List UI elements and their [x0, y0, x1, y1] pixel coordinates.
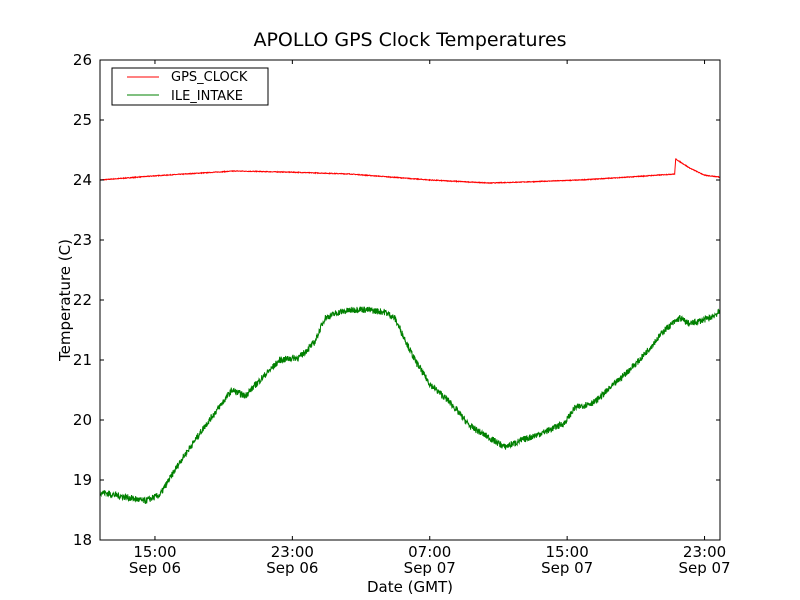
y-tick-label: 25: [73, 111, 92, 129]
x-tick-label-date: Sep 07: [541, 559, 593, 577]
y-tick-label: 23: [73, 231, 92, 249]
y-tick-label: 24: [73, 171, 92, 189]
y-tick-label: 19: [73, 471, 92, 489]
legend-label-gps-clock: GPS_CLOCK: [171, 70, 248, 85]
y-tick-label: 26: [73, 51, 92, 69]
y-tick-label: 21: [73, 351, 92, 369]
x-tick-label-date: Sep 07: [404, 559, 456, 577]
legend-box: [111, 67, 269, 106]
legend-label-ile-intake: ILE_INTAKE: [171, 89, 243, 104]
y-tick-label: 18: [73, 531, 92, 549]
x-tick-label-time: 15:00: [133, 543, 176, 561]
legend: GPS_CLOCK ILE_INTAKE: [111, 67, 269, 106]
x-tick-label-time: 23:00: [683, 543, 726, 561]
x-tick-label-date: Sep 07: [678, 559, 730, 577]
y-tick-label: 22: [73, 291, 92, 309]
x-tick-label-time: 15:00: [546, 543, 589, 561]
y-axis-label: Temperature (C): [56, 239, 74, 362]
x-axis-label: Date (GMT): [367, 578, 453, 596]
x-tick-label-date: Sep 06: [266, 559, 318, 577]
y-tick-label: 20: [73, 411, 92, 429]
x-tick-label-time: 23:00: [271, 543, 314, 561]
x-tick-label-date: Sep 06: [129, 559, 181, 577]
series-group: [100, 158, 720, 505]
series-line-ile-intake: [100, 306, 720, 505]
x-tick-label-time: 07:00: [408, 543, 451, 561]
series-line-gps-clock: [100, 158, 720, 185]
chart-title: APOLLO GPS Clock Temperatures: [253, 29, 566, 51]
